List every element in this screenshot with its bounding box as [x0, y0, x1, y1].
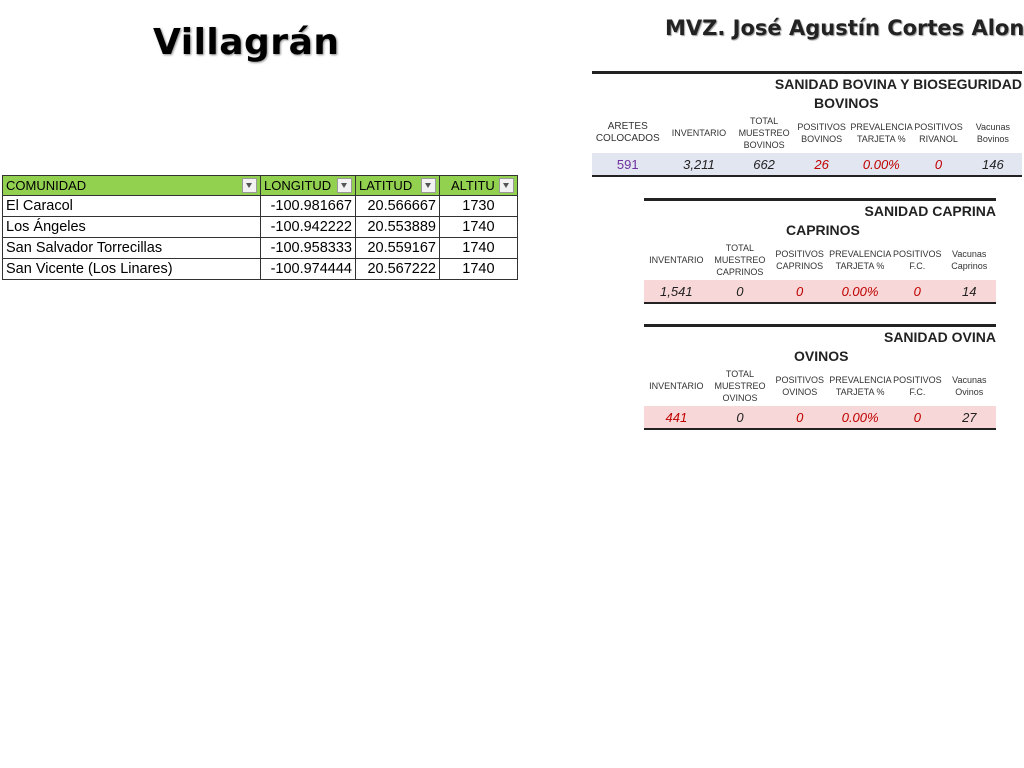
cell-comunidad: San Vicente (Los Linares) [2, 258, 261, 280]
col-header: Vacunas Caprinos [951, 249, 988, 271]
cell-latitud: 20.567222 [355, 258, 440, 280]
sheep-table: INVENTARIO TOTAL MUESTREO OVINOS POSITIV… [644, 366, 996, 430]
value-inventario: 1,541 [660, 283, 693, 299]
table-row: El Caracol -100.981667 20.566667 1730 [2, 195, 518, 217]
value-vacunas: 27 [962, 409, 977, 425]
table-row: Los Ángeles -100.942222 20.553889 1740 [2, 216, 518, 238]
col-header-altitud[interactable]: ALTITU [439, 175, 518, 196]
col-header: POSITIVOS F.C. [893, 375, 942, 397]
col-header: INVENTARIO [649, 381, 704, 391]
cell-longitud: -100.942222 [260, 216, 356, 238]
value-prevalencia: 0.00% [862, 156, 900, 172]
value-positivos-fc: 0 [913, 409, 921, 425]
section-divider [592, 71, 1022, 74]
col-header: PREVALENCIA TARJETA % [829, 375, 892, 397]
cell-comunidad: El Caracol [2, 195, 261, 217]
goat-section: SANIDAD CAPRINA CAPRINOS INVENTARIO TOTA… [644, 198, 996, 308]
value-prevalencia: 0.00% [841, 283, 879, 299]
cell-altitud: 1740 [439, 216, 518, 238]
section-divider [644, 198, 996, 201]
value-positivos: 0 [796, 409, 804, 425]
goat-table: INVENTARIO TOTAL MUESTREO CAPRINOS POSIT… [644, 240, 996, 304]
col-header-comunidad[interactable]: COMUNIDAD [2, 175, 261, 196]
col-header: INVENTARIO [671, 128, 727, 138]
table-row: San Salvador Torrecillas -100.958333 20.… [2, 237, 518, 259]
values-row: 1,541 0 0 0.00% 0 14 [644, 280, 996, 303]
filter-dropdown-icon[interactable] [421, 178, 436, 193]
sheep-section: SANIDAD OVINA OVINOS INVENTARIO TOTAL MU… [644, 324, 996, 434]
value-muestreo: 0 [736, 283, 744, 299]
bovine-section: SANIDAD BOVINA Y BIOSEGURIDAD BOVINOS AR… [592, 71, 1022, 181]
filter-dropdown-icon[interactable] [242, 178, 257, 193]
col-header: POSITIVOS F.C. [892, 249, 942, 271]
col-header: Vacunas Bovinos [975, 122, 1011, 144]
section-subtitle: CAPRINOS [786, 222, 860, 238]
col-header: POSITIVOS OVINOS [775, 375, 824, 397]
filter-dropdown-icon[interactable] [498, 178, 514, 193]
cell-altitud: 1740 [439, 237, 518, 259]
value-prevalencia: 0.00% [841, 409, 879, 425]
values-row: 441 0 0 0.00% 0 27 [644, 406, 996, 429]
cell-comunidad: Los Ángeles [2, 216, 261, 238]
vet-name: MVZ. José Agustín Cortes Alonso [665, 16, 1024, 40]
col-header-latitud[interactable]: LATITUD [355, 175, 440, 196]
cell-altitud: 1730 [439, 195, 518, 217]
bovine-table: ARETES COLOCADOS INVENTARIO TOTAL MUESTR… [592, 113, 1022, 177]
value-vacunas: 146 [982, 156, 1004, 172]
communities-header-row: COMUNIDAD LONGITUD LATITUD ALTITU [2, 175, 518, 196]
col-header: PREVALENCIA TARJETA % [850, 122, 913, 144]
table-row: San Vicente (Los Linares) -100.974444 20… [2, 258, 518, 280]
section-title: SANIDAD CAPRINA [864, 203, 996, 219]
col-header: TOTAL MUESTREO CAPRINOS [714, 243, 766, 277]
value-inventario: 3,211 [683, 156, 715, 172]
page-title: Villagrán [153, 22, 340, 63]
value-inventario: 441 [665, 409, 688, 425]
col-header: POSITIVOS RIVANOL [914, 122, 963, 144]
value-positivos-rivanol: 0 [934, 156, 943, 172]
col-header: TOTAL MUESTREO BOVINOS [738, 116, 790, 150]
values-row: 591 3,211 662 26 0.00% 0 146 [592, 153, 1022, 176]
filter-dropdown-icon[interactable] [337, 178, 352, 193]
value-muestreo: 0 [736, 409, 744, 425]
cell-latitud: 20.553889 [355, 216, 440, 238]
section-divider [644, 324, 996, 327]
col-header: Vacunas Ovinos [952, 375, 987, 397]
cell-longitud: -100.974444 [260, 258, 356, 280]
col-header: PREVALENCIA TARJETA % [829, 249, 892, 271]
section-subtitle: BOVINOS [814, 95, 879, 111]
col-header: POSITIVOS BOVINOS [797, 122, 846, 144]
col-header: ARETES COLOCADOS [595, 121, 660, 144]
value-positivos: 0 [795, 283, 804, 299]
value-vacunas: 14 [961, 283, 977, 299]
value-positivos: 26 [814, 156, 829, 172]
cell-longitud: -100.958333 [260, 237, 356, 259]
col-header: INVENTARIO [649, 255, 704, 265]
value-muestreo: 662 [753, 156, 775, 172]
section-title: SANIDAD OVINA [883, 329, 996, 345]
section-title: SANIDAD BOVINA Y BIOSEGURIDAD [774, 76, 1022, 92]
cell-latitud: 20.559167 [355, 237, 440, 259]
cell-latitud: 20.566667 [355, 195, 440, 217]
col-header: POSITIVOS CAPRINOS [775, 249, 824, 271]
value-positivos-fc: 0 [913, 283, 921, 299]
value-aretes: 591 [616, 156, 639, 172]
col-header-longitud[interactable]: LONGITUD [260, 175, 356, 196]
section-subtitle: OVINOS [794, 348, 849, 364]
communities-table: COMUNIDAD LONGITUD LATITUD ALTITU El Car… [2, 175, 518, 280]
cell-longitud: -100.981667 [260, 195, 356, 217]
col-header: TOTAL MUESTREO OVINOS [714, 369, 766, 403]
cell-comunidad: San Salvador Torrecillas [2, 237, 261, 259]
cell-altitud: 1740 [439, 258, 518, 280]
